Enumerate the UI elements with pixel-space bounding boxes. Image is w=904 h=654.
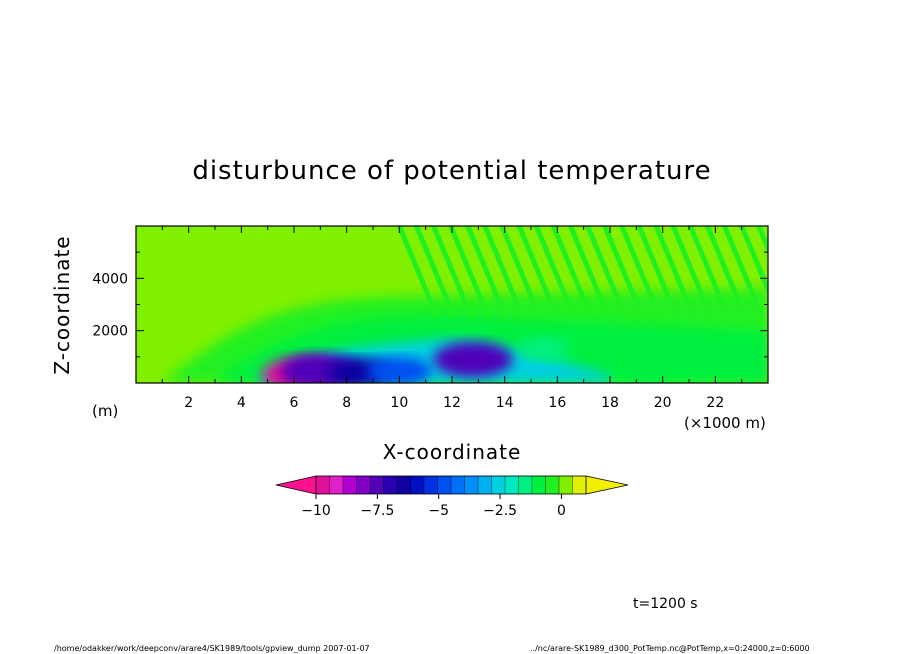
x-tick-label: 2	[184, 395, 193, 411]
x-tick-label: 4	[237, 395, 246, 411]
y-tick-label: 4000	[92, 271, 128, 287]
colorbar-swatch	[383, 476, 398, 494]
colorbar-swatch	[424, 476, 438, 494]
noise-stripe	[670, 226, 713, 318]
noise-stripe	[704, 226, 747, 318]
x-axis-label-text: X-coordinate	[382, 440, 522, 464]
noise-stripe	[482, 226, 525, 318]
colorbar-low-arrow	[275, 475, 317, 495]
noise-stripe	[396, 226, 439, 318]
noise-stripe	[739, 226, 768, 297]
noise-stripe	[687, 226, 730, 318]
colorbar-border	[315, 475, 587, 495]
x-tick-label: 12	[443, 395, 461, 411]
noise-stripe	[533, 226, 576, 318]
cold-pool-feature	[366, 356, 432, 383]
colorbar-swatch	[410, 476, 425, 494]
colorbar-tick-label: −5	[428, 503, 449, 519]
colorbar-swatch	[316, 476, 330, 494]
colorbar-swatch	[451, 476, 465, 494]
colorbar-swatch	[572, 476, 587, 494]
x-tick-label: 16	[548, 395, 566, 411]
noise-stripe	[431, 226, 473, 318]
x-tick-label: 6	[290, 395, 299, 411]
x-axis-unit: (×1000 m)	[684, 414, 766, 432]
y-axis-ticks: 2000 4000	[92, 251, 768, 358]
x-tick-label: 20	[654, 395, 672, 411]
noise-stripe	[465, 226, 508, 318]
x-axis-ticks: 2 4 6 8 10 12 14 16 18 20 22	[161, 226, 743, 411]
noise-stripe	[722, 226, 764, 318]
x-axis-label: X-coordinate	[0, 440, 904, 464]
noise-stripe	[602, 226, 645, 318]
colorbar-swatch	[532, 476, 546, 494]
x-tick-label: 8	[342, 395, 351, 411]
colorbar-swatch	[491, 476, 506, 494]
x-tick-label: 18	[601, 395, 619, 411]
colorbar-swatch	[505, 476, 519, 494]
time-label: t=1200 s	[633, 596, 698, 612]
x-tick-label: 14	[496, 395, 514, 411]
noise-stripe	[413, 226, 456, 318]
footer-left-text: /home/odakker/work/deepconv/arare4/SK198…	[54, 644, 370, 653]
colorbar-swatch	[329, 476, 344, 494]
colorbar-swatch	[464, 476, 479, 494]
cold-pool-feature	[433, 341, 513, 378]
colorbar: −10 −7.5 −5 −2.5 0	[275, 475, 629, 519]
colorbar-swatch	[356, 476, 371, 494]
colorbar-tick-label: −10	[301, 503, 331, 519]
colorbar-tick-label: −7.5	[360, 503, 394, 519]
noise-stripe	[448, 226, 491, 318]
colorbar-swatch	[437, 476, 452, 494]
noise-stripes	[396, 226, 768, 318]
colorbar-swatch	[518, 476, 533, 494]
noise-stripe	[585, 226, 627, 318]
colorbar-swatch	[370, 476, 384, 494]
noise-stripe	[550, 226, 593, 318]
colorbar-swatch	[559, 476, 573, 494]
noise-stripe	[619, 226, 662, 318]
colorbar-swatch	[397, 476, 411, 494]
colorbar-swatch	[478, 476, 492, 494]
y-axis-unit: (m)	[92, 402, 119, 420]
cold-pool-feature	[518, 337, 570, 361]
noise-stripe	[516, 226, 559, 318]
chart-title: disturbunce of potential temperature	[192, 156, 712, 186]
colorbar-high-arrow	[585, 475, 629, 495]
footer-right-text: ../nc/arare-SK1989_d300_PotTemp.nc@PotTe…	[530, 644, 810, 653]
noise-stripe	[653, 226, 696, 318]
colorbar-swatch	[343, 476, 357, 494]
noise-stripe	[568, 226, 610, 318]
x-tick-label: 22	[706, 395, 724, 411]
colorbar-tick-label: −2.5	[483, 503, 517, 519]
noise-stripe	[756, 226, 768, 255]
colorbar-tick-label: 0	[557, 503, 566, 519]
heatmap-field	[136, 226, 768, 383]
y-tick-label: 2000	[92, 324, 128, 340]
colorbar-swatch	[545, 476, 560, 494]
x-tick-label: 10	[390, 395, 408, 411]
noise-stripe	[499, 226, 542, 318]
noise-stripe	[636, 226, 679, 318]
cold-pool-feature	[624, 366, 675, 383]
